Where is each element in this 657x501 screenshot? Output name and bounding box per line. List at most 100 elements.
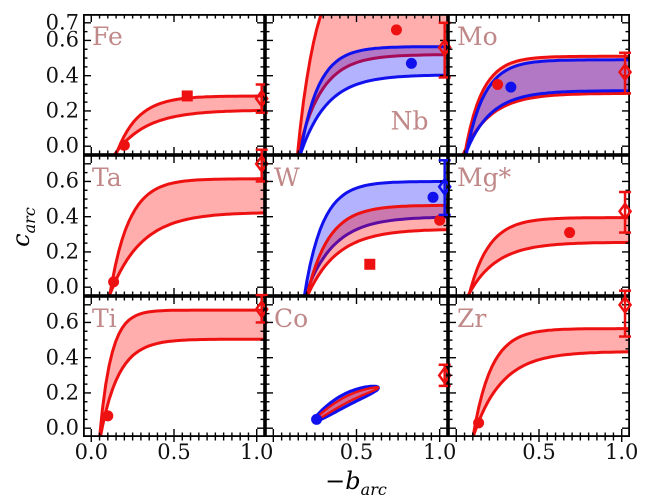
x-axis-title-base: −b (325, 467, 361, 495)
marker-circle-red (564, 227, 576, 239)
panel-w: W (264, 154, 452, 296)
band-lower-edge-blue (463, 89, 630, 155)
band-upper-edge-blue (302, 180, 448, 296)
marker-square-red (364, 258, 376, 270)
band-lower-edge-red (112, 108, 265, 155)
panel-zr: Zr (447, 289, 633, 442)
panel-fe: Fe (82, 13, 269, 155)
band-lower-edge-blue (298, 73, 448, 155)
y-tick-label: 0.4 (45, 204, 79, 229)
y-tick-label: 0.6 (45, 309, 79, 334)
band-upper-edge-red (471, 327, 630, 437)
marker-circle-blue (405, 57, 417, 69)
band-layer (98, 308, 265, 437)
panel-ti: Ti (82, 293, 269, 442)
x-tick-label: 1.0 (422, 440, 457, 464)
band-fill-red (114, 96, 265, 155)
band-fill-red (99, 310, 265, 437)
y-tick-label: 0.0 (45, 133, 79, 158)
band-fill-red (473, 328, 630, 437)
band-lower-edge-red (305, 228, 448, 296)
band-layer (466, 216, 630, 296)
marker-circle-red (102, 410, 114, 422)
band-layer (107, 177, 265, 296)
band-upper-edge-blue (464, 58, 630, 155)
panel-label-fe: Fe (92, 22, 123, 51)
y-tick-label: 0.6 (45, 27, 79, 52)
band-lower-edge-red (98, 337, 265, 437)
band-layer (313, 384, 380, 423)
y-tick-label: 0.2 (45, 380, 79, 405)
x-tick-label: 0.5 (157, 440, 191, 464)
marker-circle-blue (505, 81, 517, 93)
band-upper-edge-red (305, 203, 448, 296)
y-tick-label: 0.4 (45, 63, 79, 88)
panel-border (82, 295, 265, 437)
x-tick-label: 0.0 (74, 440, 108, 464)
band-fill-red (109, 178, 265, 296)
y-tick-label: 0.7 (45, 10, 79, 35)
panel-mo: Mo (447, 13, 633, 155)
marker-circle-red (473, 417, 485, 429)
y-tick-label: 0.0 (45, 415, 79, 440)
marker-circle-red (390, 24, 402, 36)
band-fill-red (297, 14, 448, 155)
band-layer (302, 180, 448, 296)
y-tick-label: 0.2 (45, 98, 79, 123)
diamond-errorbar-red (617, 289, 633, 338)
marker-open-diamond-red (617, 201, 633, 222)
panel-border (447, 295, 630, 437)
band-upper-edge-red (467, 216, 630, 296)
y-axis-title: carc (7, 182, 39, 272)
x-axis-title: −barc (325, 467, 387, 499)
band-fill-red (463, 56, 630, 155)
band-upper-edge-red (108, 177, 265, 296)
y-tick-label: 0.4 (45, 345, 79, 370)
marker-open-diamond-red (617, 295, 633, 315)
band-fill-blue (465, 59, 630, 155)
x-tick-label: 0.5 (339, 440, 374, 464)
panel-label-nb: Nb (391, 107, 429, 136)
panel-label-mo: Mo (457, 22, 498, 51)
x-tick-label: 0.5 (522, 440, 556, 464)
marker-circle-blue (311, 413, 323, 425)
panel-label-mg: Mg* (457, 163, 512, 192)
panel-mg: Mg* (447, 154, 633, 296)
band-fill-blue (300, 46, 448, 155)
panel-border (264, 13, 448, 155)
band-fill-red (467, 217, 630, 296)
band-layer (461, 54, 630, 155)
panel-border (447, 13, 630, 155)
marker-circle-blue (427, 191, 439, 203)
x-tick-label: 1.0 (240, 440, 274, 464)
panel-border (264, 154, 448, 296)
band-upper-edge-red (463, 54, 630, 155)
band-lower-edge-red (107, 211, 265, 296)
band-fill-red (306, 205, 448, 296)
y-tick-label: 0.2 (45, 239, 79, 264)
panel-border (264, 295, 448, 437)
panel-label-ta: Ta (92, 163, 122, 192)
y-tick-label: 0.6 (45, 168, 79, 193)
panel-ta: Ta (82, 148, 269, 296)
band-fill-blue (304, 181, 448, 296)
marker-circle-red (108, 276, 120, 288)
marker-circle-red (434, 214, 446, 226)
diamond-errorbar-red (617, 190, 633, 234)
panel-co: Co (264, 295, 452, 442)
band-layer (471, 327, 630, 437)
panel-label-w: W (274, 163, 300, 192)
marker-circle-red (118, 139, 130, 151)
panel-label-ti: Ti (92, 304, 117, 333)
band-layer (112, 94, 265, 155)
band-lower-edge-red (296, 53, 448, 155)
band-upper-edge-blue (298, 45, 448, 155)
panel-border (82, 154, 265, 296)
y-axis-title-base: c (7, 233, 36, 247)
band-lower-edge-red (466, 240, 630, 296)
marker-circle-red (492, 79, 504, 90)
marker-square-red (181, 90, 193, 102)
band-lower-edge-blue (303, 215, 448, 296)
panel-border (447, 154, 630, 296)
